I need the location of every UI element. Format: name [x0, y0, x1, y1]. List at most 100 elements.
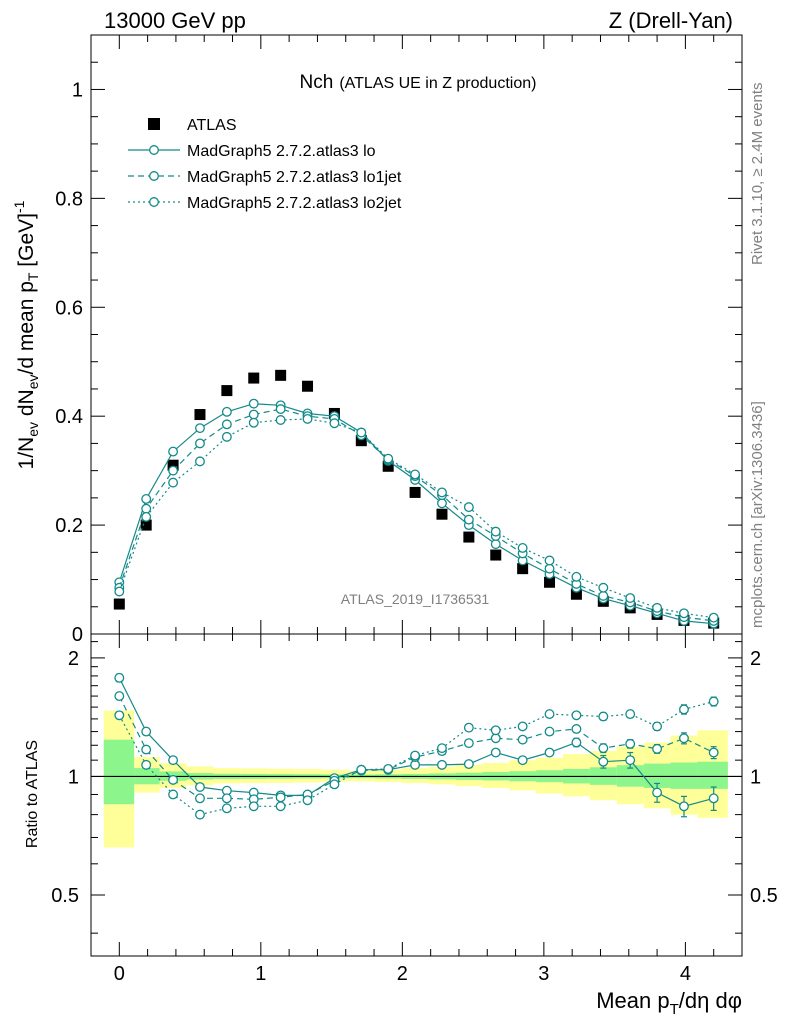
band-inner	[103, 739, 135, 805]
ratio-point	[114, 672, 125, 683]
mc-point	[221, 406, 232, 417]
ratio-point	[221, 803, 232, 814]
ratio-ytick-label-right: 1	[750, 766, 761, 788]
ratio-point	[356, 764, 367, 775]
ratio-point	[598, 711, 609, 722]
ratio-point	[708, 747, 719, 758]
atlas-point	[409, 486, 421, 498]
mc-line	[118, 418, 714, 619]
ratio-uncertainty-bands	[91, 710, 742, 848]
ratio-point	[383, 763, 394, 774]
mc-point	[114, 586, 125, 597]
ratio-point	[463, 722, 474, 733]
atlas-point	[436, 508, 448, 520]
ratio-ytick-label: 2	[68, 648, 79, 670]
mc-point	[571, 571, 582, 582]
atlas-point	[275, 369, 287, 381]
mc-point	[356, 427, 367, 438]
ratio-point	[168, 755, 179, 766]
legend-marker	[148, 118, 160, 130]
legend-item-0: ATLAS	[148, 117, 237, 134]
main-series-0	[113, 369, 720, 629]
ratio-panel: 0.5 0.5 1 1 2 2 0 1 2 3 4	[51, 633, 778, 985]
atlas-point	[140, 519, 152, 531]
mc-point	[383, 453, 394, 464]
band-inner	[697, 761, 728, 789]
mc-point	[625, 593, 636, 604]
mc-point	[195, 438, 205, 449]
mc-point	[437, 498, 447, 509]
header-left: 13000 GeV pp	[104, 8, 246, 33]
atlas-point	[490, 549, 502, 561]
ratio-point	[275, 792, 286, 803]
ratio-point	[679, 733, 689, 744]
mc-point	[302, 413, 313, 424]
ratio-point	[141, 726, 152, 737]
ratio-point	[248, 801, 259, 812]
ratio-point	[544, 747, 555, 758]
rivet-label: Rivet 3.1.10, ≥ 2.4M events	[749, 83, 766, 266]
mc-point	[463, 514, 474, 525]
ratio-point	[141, 759, 152, 770]
mc-point	[141, 494, 152, 504]
atlas-point	[463, 531, 475, 543]
mc-point	[195, 456, 205, 467]
mc-point	[141, 511, 152, 522]
legend: ATLAS MadGraph5 2.7.2.atlas3 lo MadGraph5 …	[128, 117, 402, 212]
ratio-line	[118, 695, 714, 800]
ratio-point	[141, 744, 152, 755]
ratio-ytick-label-right: 0.5	[750, 885, 778, 907]
atlas-point	[355, 435, 367, 447]
header-right: Z (Drell-Yan)	[609, 8, 733, 33]
ratio-series-2	[114, 696, 719, 820]
main-ytick-label: 0	[72, 624, 83, 646]
ratio-ytick-label-right: 2	[750, 648, 761, 670]
legend-marker	[149, 171, 159, 181]
ratio-point	[544, 726, 555, 737]
mc-point	[652, 602, 663, 613]
ratio-point	[544, 709, 555, 720]
legend-marker	[149, 145, 159, 155]
legend-item-3: MadGraph5 2.7.2.atlas3 lo2jet	[128, 195, 402, 212]
ratio-point	[221, 793, 232, 804]
mc-point	[463, 502, 474, 513]
mc-point	[221, 419, 232, 430]
ratio-point	[708, 696, 719, 707]
main-ytick-label: 1	[72, 79, 83, 101]
ratio-point	[517, 755, 528, 766]
ratio-point	[275, 801, 286, 812]
ratio-point	[168, 789, 179, 800]
mc-point	[598, 590, 609, 601]
svg-text:1/Nev dNev/d mean pT [GeV]-1: 1/Nev dNev/d mean pT [GeV]-1	[11, 200, 41, 469]
ratio-point	[625, 709, 636, 720]
ratio-point	[708, 793, 719, 804]
ratio-point	[490, 725, 501, 736]
ratio-point	[410, 750, 421, 761]
atlas-point	[517, 563, 529, 575]
xtick-label: 1	[255, 963, 266, 985]
mc-point	[275, 404, 286, 415]
legend-label: ATLAS	[187, 117, 237, 134]
ratio-point	[302, 795, 313, 806]
ratio-point	[437, 743, 447, 754]
xtick-label: 3	[538, 963, 549, 985]
xtick-label: 2	[397, 963, 408, 985]
xlabel: Mean pT/dη dφ	[596, 988, 742, 1018]
ratio-point	[598, 743, 609, 754]
atlas-point	[382, 460, 394, 472]
plot-title-sub: (ATLAS UE in Z production)	[339, 75, 536, 92]
atlas-point	[194, 409, 206, 421]
ratio-point	[679, 704, 689, 715]
main-ytick-label: 0.4	[55, 406, 83, 428]
atlas-point	[113, 598, 125, 610]
ratio-point	[437, 759, 447, 770]
ratio-point	[195, 809, 205, 820]
ratio-point	[679, 801, 689, 812]
ratio-ytick-labels: 0.5 0.5 1 1 2 2	[51, 648, 778, 907]
mc-point	[195, 423, 205, 434]
ratio-series	[114, 672, 719, 820]
ratio-ytick-label: 1	[68, 766, 79, 788]
atlas-point	[570, 588, 582, 600]
legend-item-2: MadGraph5 2.7.2.atlas3 lo1jet	[128, 169, 402, 186]
